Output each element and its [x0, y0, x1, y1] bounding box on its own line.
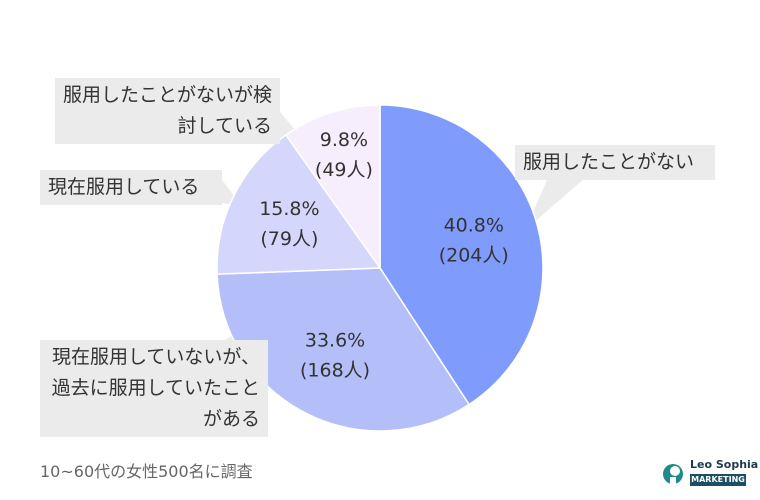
footnote: 10~60代の女性500名に調査 [40, 462, 253, 481]
count-label: (79人) [260, 228, 318, 250]
category-label: 服用したことがないが検討している [55, 78, 280, 144]
value-label: 9.8% [320, 129, 368, 151]
pie-slice [284, 104, 381, 271]
category-label: 服用したことがない [515, 145, 715, 180]
count-label: (49人) [315, 159, 373, 181]
value-label: 33.6% [305, 329, 365, 351]
category-label: 現在服用している [40, 170, 222, 205]
category-label: 現在服用していないが、過去に服用していたことがある [40, 340, 268, 437]
pie-slice [216, 267, 471, 432]
leader [525, 178, 585, 230]
count-label: (168人) [300, 359, 370, 381]
count-label: (204人) [439, 245, 509, 267]
logo-tagline: MARKETING [690, 474, 746, 486]
logo-name: Leo Sophia [690, 458, 759, 471]
logo-icon [663, 464, 683, 484]
value-label: 15.8% [259, 198, 319, 220]
value-label: 40.8% [444, 215, 504, 237]
